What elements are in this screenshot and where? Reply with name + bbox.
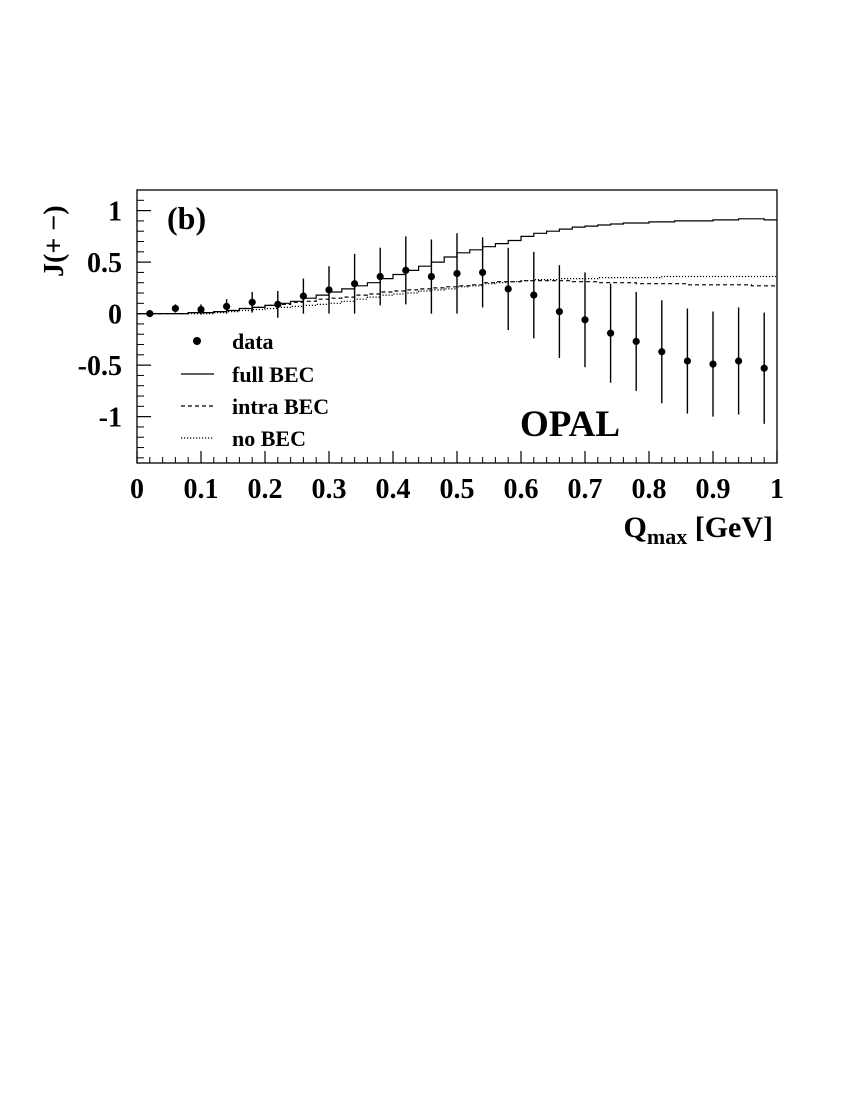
panel-label: (b)	[167, 200, 206, 236]
y-axis-label: J(+ −)	[39, 205, 70, 277]
x-tick-label: 0.7	[568, 474, 603, 505]
data-point	[274, 300, 282, 308]
y-tick-label: 0	[108, 300, 122, 331]
data-point	[402, 266, 410, 274]
data-points	[146, 233, 768, 424]
data-point	[479, 268, 487, 277]
data-point	[351, 280, 359, 288]
y-tick-label: 1	[108, 197, 122, 228]
data-point	[376, 272, 384, 281]
data-point	[658, 348, 666, 356]
data-point	[530, 291, 538, 299]
legend-label: no BEC	[232, 426, 306, 451]
x-axis-label-q: Q	[624, 511, 647, 544]
data-point	[453, 269, 461, 278]
data-point	[581, 316, 589, 324]
x-tick-label: 1	[770, 474, 784, 505]
data-point	[709, 360, 717, 368]
data-point	[555, 307, 564, 316]
x-tick-label: 0	[130, 474, 144, 505]
data-point	[735, 357, 743, 365]
legend-label: intra BEC	[232, 394, 329, 419]
data-point	[607, 329, 615, 337]
plot-frame	[136, 189, 778, 464]
data-point	[299, 292, 307, 300]
x-axis-label: Qmax [GeV]	[624, 511, 773, 549]
x-axis-label-unit: [GeV]	[687, 511, 773, 544]
data-point	[248, 298, 256, 306]
data-point	[325, 286, 333, 294]
x-tick-label: 0.5	[440, 474, 475, 505]
x-tick-label: 0.4	[376, 474, 411, 505]
legend-label: full BEC	[232, 362, 315, 387]
legend-marker-data	[193, 337, 201, 345]
x-tick-label: 0.2	[248, 474, 283, 505]
x-tick-label: 0.8	[632, 474, 667, 505]
legend-label: data	[232, 329, 274, 354]
opal-annotation: OPAL	[520, 404, 620, 445]
data-point	[504, 285, 512, 293]
data-point	[427, 272, 435, 281]
data-point	[171, 304, 179, 313]
legend: data full BEC intra BEC no BEC	[181, 329, 329, 451]
x-tick-label: 0.1	[184, 474, 219, 505]
axes: 0 0.1 0.2 0.3 0.4 0.5 0.6 0.7 0.8 0.9 1 1 0.5 0 -0.5 -1	[78, 197, 784, 505]
x-tick-label: 0.6	[504, 474, 539, 505]
data-point	[223, 302, 231, 311]
y-tick-label: -1	[99, 403, 122, 434]
x-tick-label: 0.9	[696, 474, 731, 505]
data-point	[683, 357, 692, 365]
y-tick-label: -0.5	[78, 351, 122, 382]
data-point	[197, 305, 205, 314]
data-point	[760, 364, 768, 372]
curve-solid	[137, 218, 777, 315]
y-tick-label: 0.5	[87, 248, 122, 279]
x-axis-label-sub: max	[647, 524, 687, 549]
data-point	[632, 337, 640, 346]
x-tick-label: 0.3	[312, 474, 347, 505]
